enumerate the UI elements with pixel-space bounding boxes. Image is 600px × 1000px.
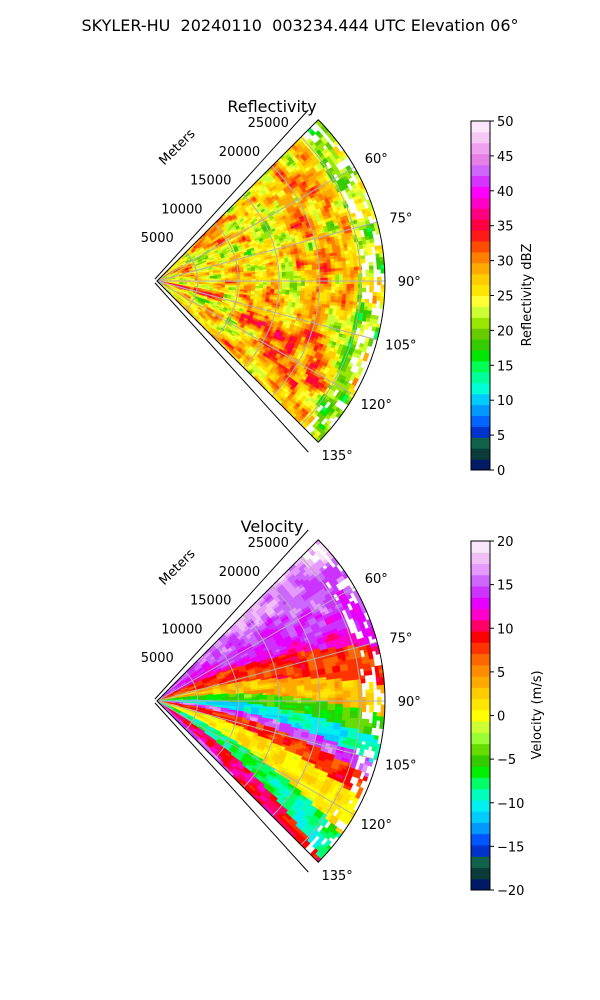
reflectivity-title: Reflectivity [227, 97, 316, 116]
radar-bin [331, 286, 336, 291]
radar-bin [338, 274, 344, 279]
radar-bin [346, 277, 352, 282]
radar-bin [342, 267, 348, 272]
radar-bin [308, 272, 314, 277]
radar-bin [361, 287, 367, 293]
radar-bin [338, 283, 344, 288]
radar-bin [327, 286, 333, 291]
radar-bin [327, 274, 333, 279]
radar-bin [349, 263, 355, 268]
radar-bin [327, 268, 332, 273]
radar-bin [350, 266, 355, 272]
radar-bin [293, 275, 298, 279]
reflectivity-field [157, 119, 385, 443]
radar-bin [346, 273, 352, 278]
radar-bin [334, 267, 340, 272]
radar-bin [354, 270, 359, 275]
radar-bin [342, 283, 348, 288]
radar-bin [331, 268, 336, 273]
radar-bin [319, 271, 325, 276]
radar-bin [365, 269, 370, 275]
radar-bin [365, 273, 371, 278]
radar-bin [338, 264, 344, 269]
radar-bin [353, 266, 359, 271]
radar-bin [346, 287, 351, 292]
radar-bin [346, 267, 351, 272]
radar-bin [361, 284, 367, 289]
radar-bin [331, 274, 336, 279]
radar-bin [323, 283, 329, 288]
radar-bin [345, 263, 351, 269]
radar-bin [327, 271, 333, 276]
radar-bin [289, 275, 295, 279]
radar-bin [353, 291, 359, 296]
radar-bin [354, 280, 359, 285]
radar-bin [338, 267, 344, 272]
radar-bin [331, 283, 336, 288]
radar-bin [312, 283, 317, 287]
radar-bin [350, 290, 355, 296]
radar-bin [354, 284, 359, 289]
radar-bin [350, 287, 355, 292]
radar-bin [342, 287, 348, 292]
radar-bin [360, 258, 366, 264]
radar-bin [354, 287, 359, 292]
radar-bin [301, 275, 306, 279]
radar-bin [350, 284, 355, 289]
radar-bin [354, 277, 359, 282]
radar-bin [361, 277, 367, 282]
radar-bin [365, 276, 371, 282]
radar-bin [327, 283, 333, 288]
radar-bin [335, 286, 340, 291]
radar-bin [338, 270, 344, 275]
radar-bin [342, 274, 348, 279]
radar-bin [342, 270, 348, 275]
radar-bin [304, 275, 310, 279]
radar-bin [285, 276, 291, 280]
radar-bin [346, 270, 351, 275]
radar-bin [354, 273, 359, 278]
radar-bin [312, 272, 317, 276]
radar-bin [335, 283, 340, 288]
radar-bin [335, 271, 340, 276]
radar-bin [338, 287, 344, 292]
radar-bin [308, 275, 314, 279]
radar-bin [308, 283, 314, 287]
radar-bin [304, 272, 310, 277]
radar-bin [361, 280, 367, 285]
radar-bin [323, 274, 329, 279]
radar-bin [346, 284, 352, 289]
radar-bin [319, 283, 325, 288]
radar-bin [350, 280, 355, 285]
radar-bin [297, 275, 302, 279]
radar-bin [350, 277, 355, 282]
radar-bin [353, 263, 359, 268]
figure-title: SKYLER-HU 20240110 003234.444 UTC Elevat… [81, 16, 519, 35]
radar-bin [365, 280, 371, 286]
radar-bin [335, 274, 340, 279]
radar-bin [319, 274, 325, 279]
radar-bin [350, 273, 355, 278]
radar-bin [342, 264, 347, 269]
radar-bin [323, 271, 329, 276]
radar-bin [323, 268, 329, 273]
radar-bin [346, 280, 352, 285]
radar-bin [346, 290, 351, 295]
radar-bin [350, 270, 355, 275]
radar-bin [331, 271, 336, 276]
radar-bin [342, 290, 348, 295]
radar-bin [312, 275, 317, 279]
